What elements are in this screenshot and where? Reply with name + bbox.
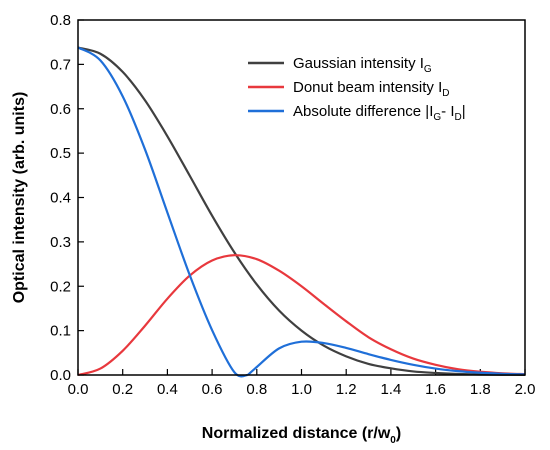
- y-tick-label: 0.8: [50, 12, 71, 29]
- y-tick-label: 0.0: [50, 367, 71, 384]
- x-tick-label: 1.0: [291, 381, 312, 398]
- legend-entry: Gaussian intensity IG: [293, 55, 432, 75]
- legend-entry: Absolute difference |IG- ID|: [293, 103, 466, 123]
- y-tick-label: 0.7: [50, 56, 71, 73]
- x-tick-label: 0.4: [157, 381, 178, 398]
- y-tick-label: 0.1: [50, 323, 71, 340]
- plot-frame: [77, 19, 526, 376]
- y-tick-label: 0.6: [50, 101, 71, 118]
- y-axis-title: Optical intensity (arb. units): [11, 92, 28, 304]
- y-tick-label: 0.5: [50, 145, 71, 162]
- x-tick-label: 1.2: [336, 381, 357, 398]
- x-tick-label: 1.6: [425, 381, 446, 398]
- series-group: [77, 46, 526, 378]
- x-tick-label: 1.4: [380, 381, 401, 398]
- y-tick-label: 0.2: [50, 278, 71, 295]
- x-axis-title: Normalized distance (r/w0): [202, 425, 401, 446]
- x-tick-label: 0.8: [246, 381, 267, 398]
- legend: Gaussian intensity IG Donut beam intensit…: [248, 55, 466, 123]
- absolute-difference-line: [77, 46, 526, 378]
- y-tick-label: 0.3: [50, 234, 71, 251]
- gaussian-intensity-line: [77, 46, 526, 377]
- axis-ticks: 0.0 0.2 0.4 0.6 0.8 1.0 1.2 1.4 1.6 1.8 2.0 0.0 0.1 0…: [50, 12, 535, 398]
- x-tick-label: 1.8: [470, 381, 491, 398]
- legend-entry: Donut beam intensity ID: [293, 79, 449, 99]
- x-tick-label: 0.0: [68, 381, 89, 398]
- x-tick-label: 0.6: [202, 381, 223, 398]
- x-tick-label: 0.2: [112, 381, 133, 398]
- donut-intensity-line: [77, 254, 526, 377]
- y-tick-label: 0.4: [50, 190, 71, 207]
- x-tick-label: 2.0: [515, 381, 536, 398]
